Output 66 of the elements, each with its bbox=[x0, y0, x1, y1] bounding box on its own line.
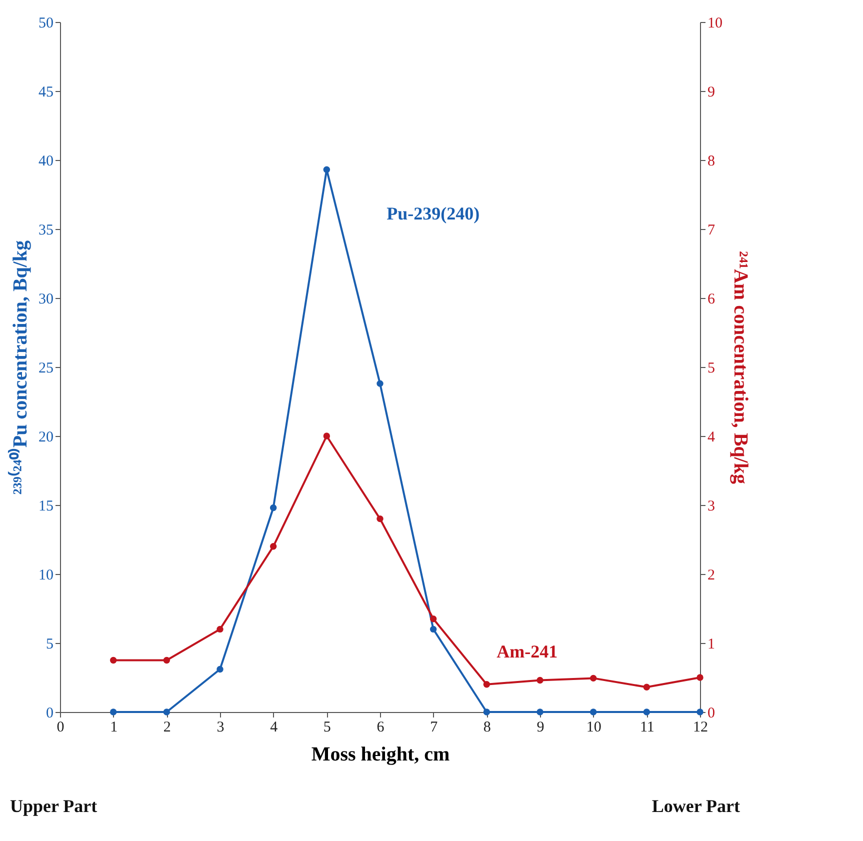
point bbox=[323, 432, 330, 440]
point bbox=[483, 681, 490, 688]
point bbox=[590, 674, 597, 682]
x-tick-label: 0 bbox=[56, 720, 64, 736]
point bbox=[270, 504, 277, 512]
x-tick-label: 11 bbox=[640, 720, 654, 736]
y2-tick-label: 9 bbox=[708, 84, 715, 100]
y2-tick-label: 10 bbox=[708, 16, 722, 32]
text: Pu-239(240) bbox=[386, 204, 480, 224]
point bbox=[323, 166, 330, 174]
point bbox=[536, 676, 544, 684]
x-tick-label: 2 bbox=[163, 720, 171, 736]
y-tick-label: 50 bbox=[38, 16, 54, 32]
point bbox=[216, 626, 224, 633]
y-tick-label: 10 bbox=[38, 568, 54, 584]
y2-tick-label: 2 bbox=[708, 568, 715, 584]
x-tick-label: 7 bbox=[430, 720, 438, 736]
text: Upper Part bbox=[10, 796, 98, 816]
point bbox=[110, 708, 117, 716]
x-tick-label: 10 bbox=[586, 720, 602, 736]
x-tick-label: 9 bbox=[536, 720, 544, 736]
x-tick-label: 3 bbox=[216, 720, 224, 736]
x-tick-label: 8 bbox=[483, 720, 491, 736]
x-tick-label: 4 bbox=[270, 720, 278, 736]
y2-tick-label: 6 bbox=[708, 292, 716, 308]
y-tick-label: 35 bbox=[38, 222, 54, 238]
x-tick-label: 6 bbox=[376, 720, 385, 736]
point bbox=[643, 684, 650, 691]
y-tick-label: 45 bbox=[38, 84, 54, 100]
y-axis-title: ²³⁹⁽²⁴⁰⁾Pu concentration, Bq/kg bbox=[8, 240, 32, 495]
y2-tick-label: 3 bbox=[708, 498, 715, 514]
point bbox=[163, 656, 170, 664]
point bbox=[430, 626, 437, 633]
y2-tick-label: 7 bbox=[708, 222, 716, 238]
y2-tick-label: 8 bbox=[708, 154, 715, 170]
point bbox=[696, 708, 704, 716]
point bbox=[270, 543, 277, 550]
y-tick-label: 5 bbox=[46, 636, 54, 652]
y2-tick-label: 5 bbox=[708, 360, 715, 376]
y-tick-label: 15 bbox=[38, 498, 54, 514]
point bbox=[216, 666, 224, 673]
y-tick-label: 25 bbox=[38, 360, 54, 376]
x-tick-label: 1 bbox=[110, 720, 118, 736]
y2-tick-label: 1 bbox=[708, 636, 715, 652]
y2-tick-label: 0 bbox=[708, 706, 715, 722]
point bbox=[430, 616, 437, 622]
series-label: Am-241 bbox=[496, 641, 558, 662]
point bbox=[376, 515, 384, 522]
point bbox=[110, 656, 117, 664]
y-tick-label: 0 bbox=[46, 706, 54, 722]
text: Lower Part bbox=[652, 796, 740, 816]
point bbox=[643, 708, 650, 716]
x-axis-title: Moss height, cm bbox=[311, 744, 450, 766]
x-tick-label: 5 bbox=[323, 720, 331, 736]
y2-tick-label: 4 bbox=[708, 430, 716, 446]
point bbox=[483, 708, 490, 716]
point bbox=[696, 674, 704, 681]
point bbox=[376, 380, 384, 387]
point bbox=[536, 708, 544, 716]
point bbox=[163, 708, 170, 716]
y2-axis-title: ²⁴¹Am concentration, Bq/kg bbox=[730, 251, 752, 484]
point bbox=[590, 708, 597, 716]
y-tick-label: 30 bbox=[38, 292, 54, 308]
y-tick-label: 40 bbox=[38, 154, 54, 170]
y-tick-label: 20 bbox=[38, 430, 54, 446]
x-tick-label: 12 bbox=[693, 720, 708, 736]
